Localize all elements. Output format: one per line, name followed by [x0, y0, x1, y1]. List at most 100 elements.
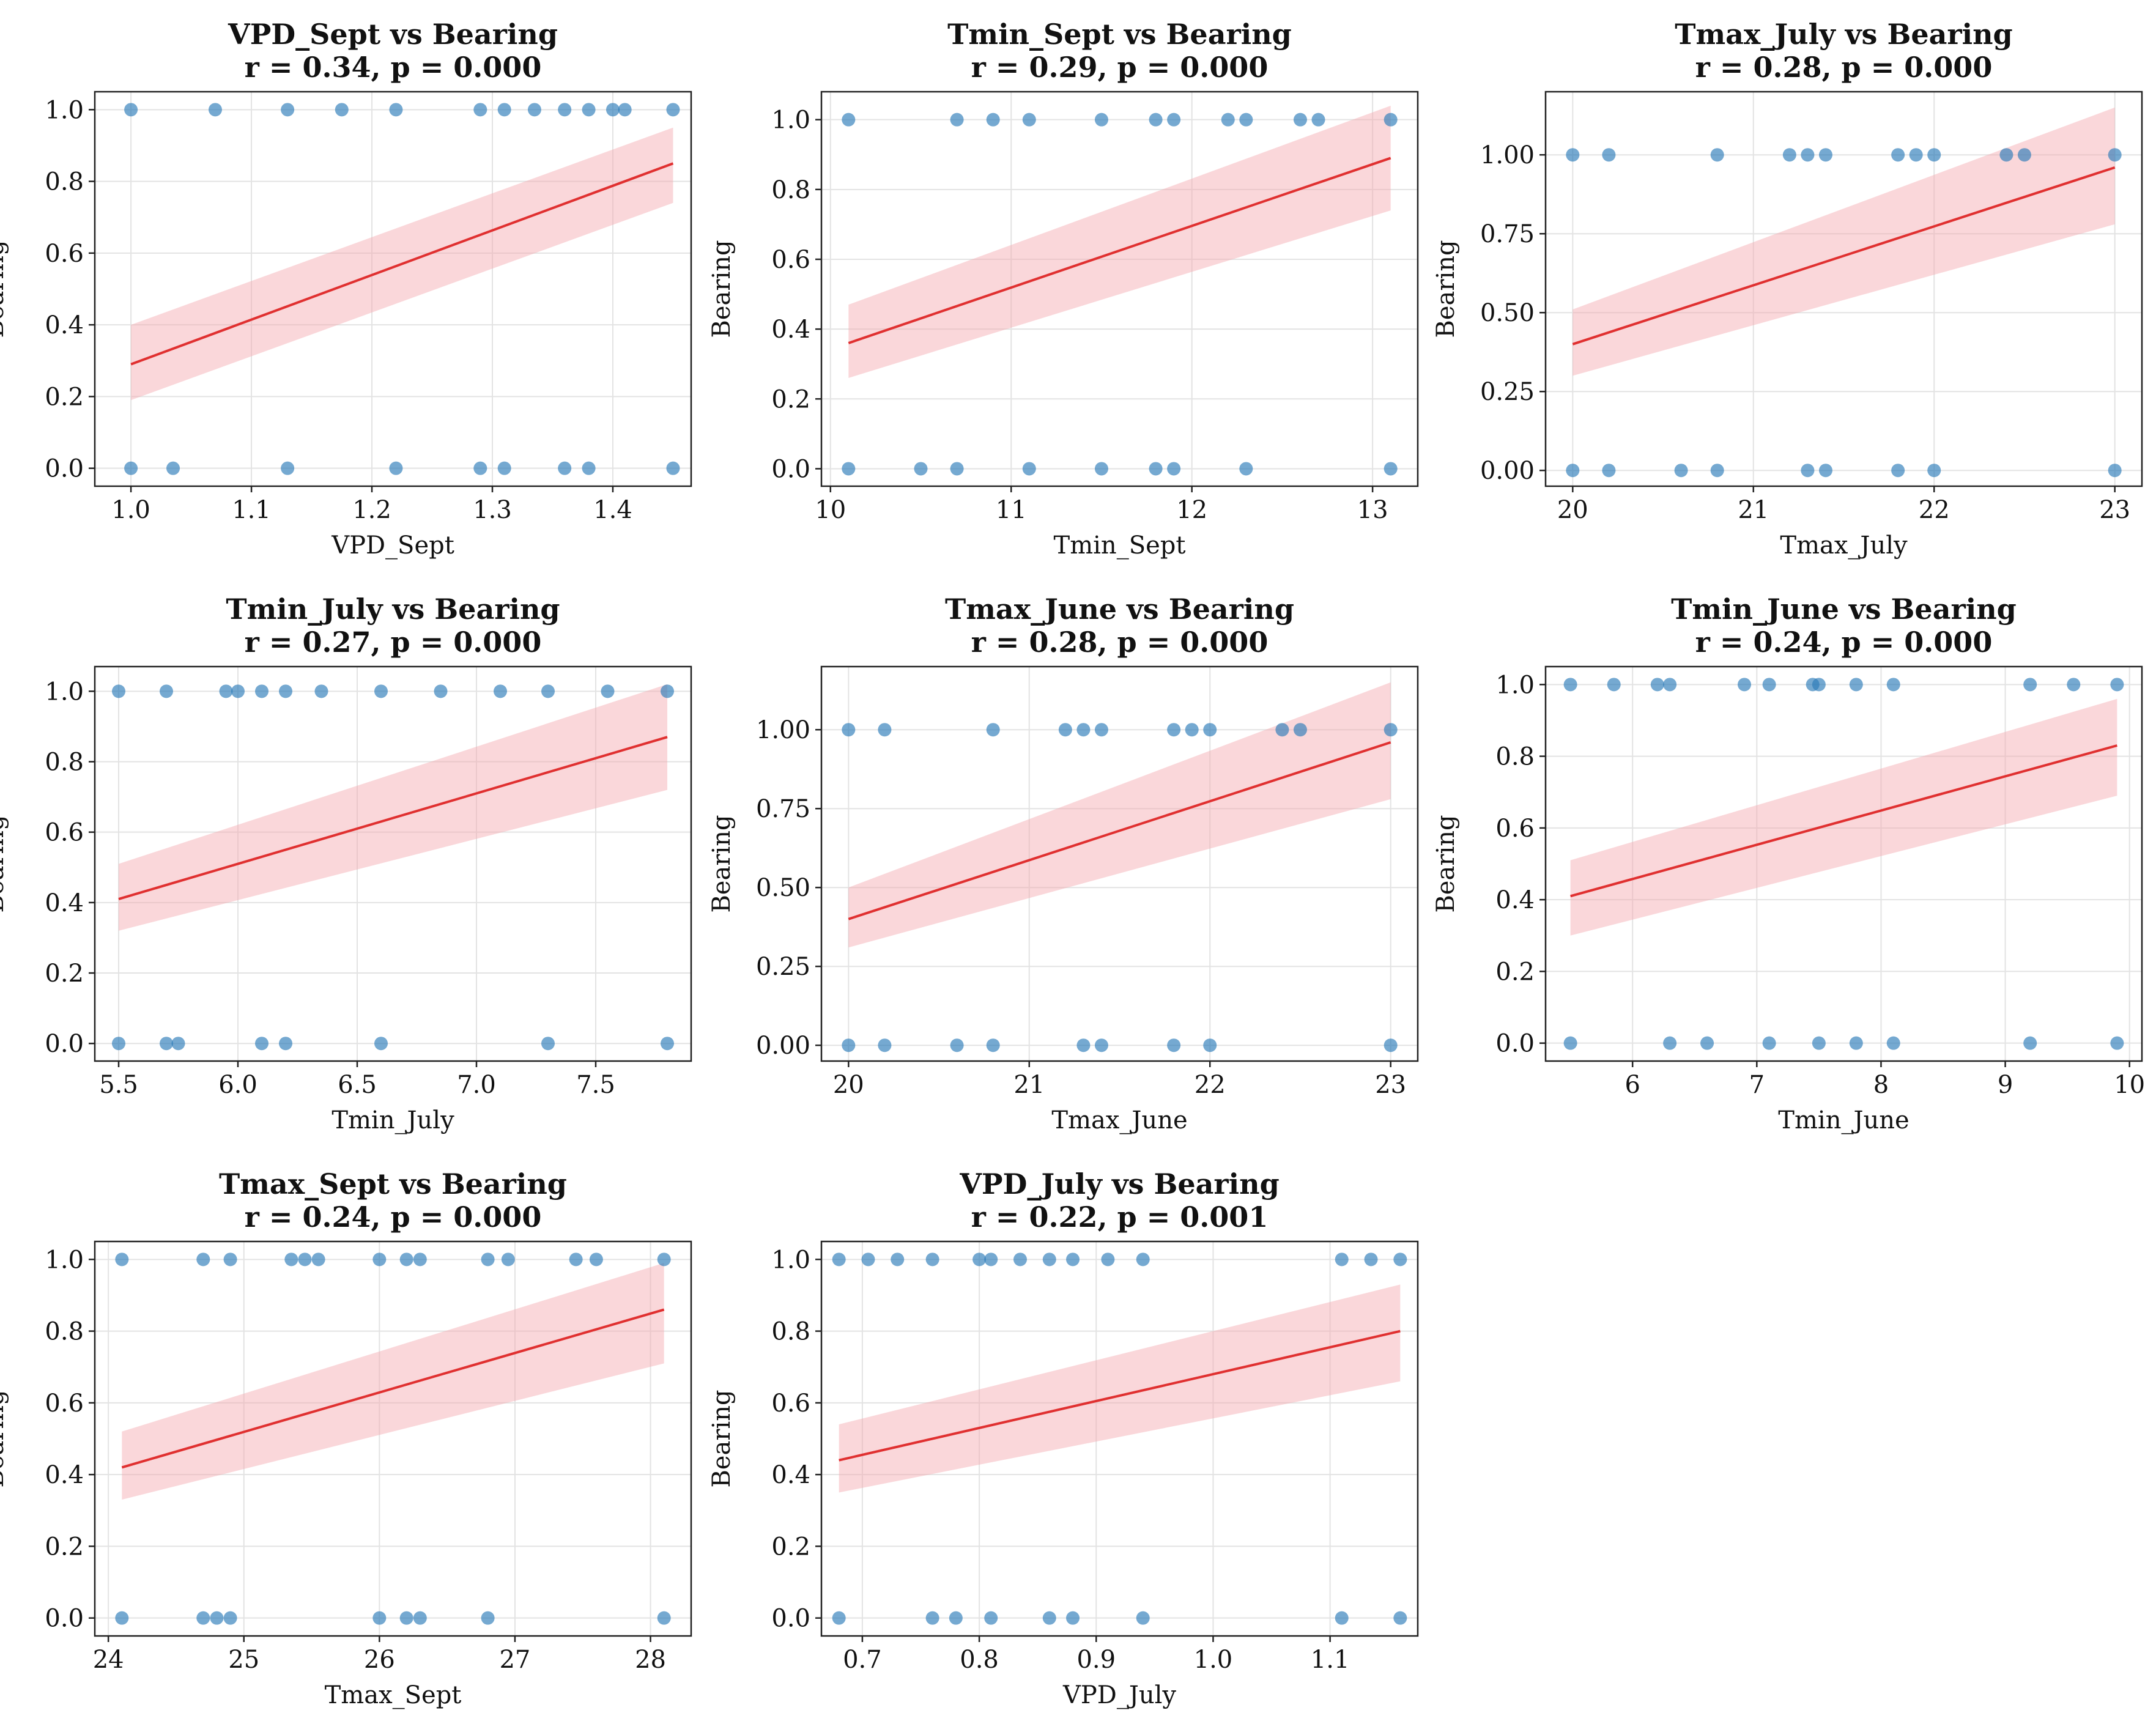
y-tick-label: 0.4: [771, 316, 810, 344]
regression-line: [839, 1330, 1401, 1462]
x-tick-label: 24: [93, 1646, 124, 1674]
data-point: [541, 684, 555, 698]
y-tick-label: 0.00: [756, 1032, 810, 1060]
data-point: [541, 1037, 555, 1051]
data-point: [832, 1252, 846, 1267]
data-point: [986, 1038, 1000, 1053]
y-tick-label: 1.0: [771, 106, 810, 135]
y-tick-label: 0.0: [45, 1605, 84, 1633]
y-tick-label: 0.75: [756, 795, 810, 823]
data-point: [1094, 1038, 1108, 1053]
x-tick-label: 8: [1873, 1071, 1889, 1099]
data-point: [1801, 464, 1815, 478]
data-point: [335, 103, 349, 117]
chart-title: VPD_Sept vs Bearing: [228, 18, 558, 51]
data-point: [1094, 723, 1108, 737]
confidence-band: [848, 682, 1391, 948]
data-point: [1762, 1036, 1776, 1050]
data-point: [1013, 1252, 1027, 1267]
chart-subtitle: r = 0.29, p = 0.000: [971, 51, 1269, 84]
data-point: [284, 1252, 298, 1267]
data-point: [1663, 678, 1677, 692]
data-point: [2067, 678, 2081, 692]
data-point: [434, 684, 448, 698]
y-tick-label: 0.75: [1480, 220, 1535, 248]
data-point: [399, 1252, 413, 1267]
data-point: [1384, 462, 1398, 476]
y-tick-label: 0.2: [45, 960, 84, 988]
data-point: [914, 462, 928, 476]
data-point: [527, 103, 541, 117]
data-point: [1203, 1038, 1217, 1053]
data-point: [1891, 148, 1905, 162]
data-point: [1239, 462, 1253, 476]
y-tick-label: 1.0: [45, 678, 84, 706]
data-point: [494, 684, 507, 698]
data-point: [1909, 148, 1923, 162]
y-tick-label: 0.6: [771, 246, 810, 274]
panel-2: 10 11 12 13 0.0 0.2 0.4 0.6 0.8 1.0 Tmin_Sept vs B…: [708, 18, 1419, 560]
regression-line: [1570, 744, 2117, 898]
x-tick-label: 28: [635, 1646, 666, 1674]
data-point: [1566, 464, 1580, 478]
data-point: [1674, 464, 1688, 478]
x-tick-label: 1.3: [473, 496, 512, 524]
data-point: [1042, 1611, 1056, 1625]
chart-title: Tmax_June vs Bearing: [945, 593, 1294, 626]
data-point: [389, 103, 403, 117]
data-point: [2023, 678, 2037, 692]
data-point: [666, 103, 680, 117]
data-point: [950, 1038, 964, 1053]
y-tick-label: 1.00: [1480, 141, 1535, 169]
data-point: [1136, 1252, 1150, 1267]
x-tick-label: 1.0: [1194, 1646, 1233, 1674]
data-point: [601, 684, 615, 698]
data-point: [1066, 1611, 1080, 1625]
chart-subtitle: r = 0.27, p = 0.000: [245, 626, 542, 659]
data-point: [1239, 113, 1253, 127]
data-point: [1149, 113, 1163, 127]
axes-frame: [94, 91, 692, 487]
data-point: [231, 684, 245, 698]
data-point: [666, 461, 680, 475]
data-point: [413, 1252, 427, 1267]
data-point: [878, 723, 892, 737]
confidence-band: [1570, 698, 2117, 936]
confidence-band: [848, 105, 1391, 379]
data-point: [558, 461, 572, 475]
data-point: [842, 113, 856, 127]
data-point: [160, 684, 173, 698]
panel-5: 20 21 22 23 0.00 0.25 0.50 0.75 1.00 Tmax_June vs…: [708, 593, 1419, 1134]
data-point: [1101, 1252, 1115, 1267]
data-point: [497, 461, 511, 475]
y-tick-label: 0.8: [771, 1318, 810, 1346]
data-point: [618, 103, 632, 117]
data-point: [1311, 113, 1325, 127]
y-tick-label: 0.8: [1495, 743, 1535, 771]
x-tick-label: 1.2: [352, 496, 391, 524]
x-axis-label: Tmax_Sept: [325, 1681, 462, 1709]
y-tick-label: 1.00: [756, 716, 810, 744]
data-point: [374, 684, 388, 698]
data-point: [1167, 113, 1181, 127]
panel-3: 20 21 22 23 0.00 0.25 0.50 0.75 1.00 Tmax_July vs…: [1432, 18, 2143, 560]
data-point: [1886, 678, 1900, 692]
data-point: [1818, 464, 1832, 478]
data-point: [1335, 1611, 1349, 1625]
y-tick-label: 0.4: [45, 889, 84, 917]
data-point: [1566, 148, 1580, 162]
data-point: [2110, 1036, 2124, 1050]
data-point: [112, 1037, 125, 1051]
data-point: [1886, 1036, 1900, 1050]
axes-frame: [94, 1240, 692, 1637]
data-point: [569, 1252, 583, 1267]
data-point: [208, 103, 222, 117]
x-tick-label: 23: [1375, 1071, 1406, 1099]
x-axis-label: VPD_Sept: [331, 531, 454, 560]
regression-line: [848, 157, 1391, 344]
data-point: [481, 1252, 495, 1267]
data-point: [124, 103, 138, 117]
data-point: [582, 461, 596, 475]
chart-subtitle: r = 0.22, p = 0.001: [971, 1201, 1269, 1234]
data-point: [1076, 1038, 1091, 1053]
